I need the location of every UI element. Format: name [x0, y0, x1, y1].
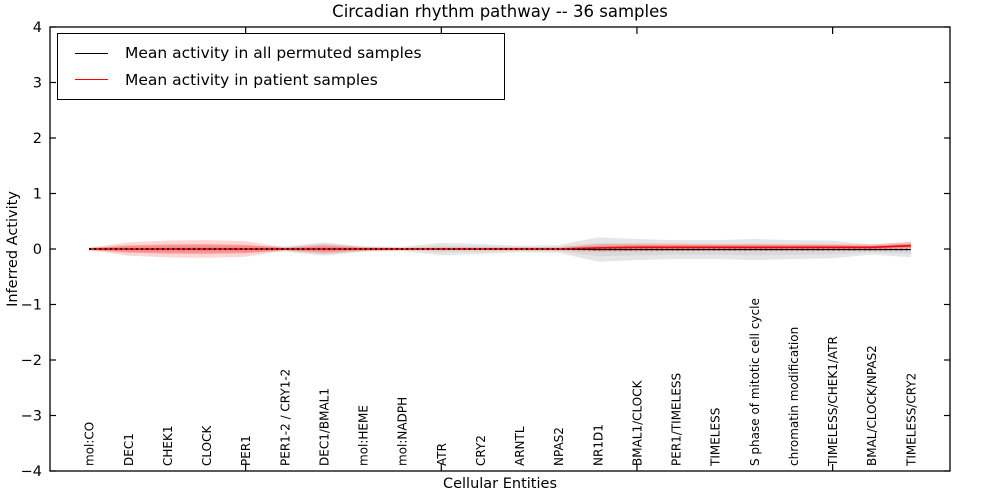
y-tick-label: 4: [33, 20, 42, 36]
x-category-label: TIMELESS/CHEK1/ATR: [826, 336, 840, 467]
x-category-label: CHEK1: [161, 426, 175, 467]
y-tick-label: −2: [21, 353, 42, 369]
y-tick-label: −4: [21, 464, 42, 480]
x-category-label: PER1-2 / CRY1-2: [278, 369, 292, 466]
y-tick-label: 2: [33, 131, 42, 147]
x-category-label: ATR: [435, 443, 449, 466]
y-tick-label: −1: [21, 298, 42, 314]
legend-label-permuted: Mean activity in all permuted samples: [125, 44, 422, 63]
x-category-label: S phase of mitotic cell cycle: [748, 298, 762, 466]
series-line-permuted-dotted: [89, 248, 911, 251]
x-category-label: TIMELESS/CRY2: [904, 373, 918, 467]
chart-title: Circadian rhythm pathway -- 36 samples: [332, 2, 668, 21]
x-category-label: DEC1: [122, 433, 136, 466]
x-category-label: chromatin modification: [787, 327, 801, 466]
x-category-label: mol:HEME: [357, 405, 371, 466]
y-axis-label: Inferred Activity: [5, 191, 21, 307]
x-category-label: DEC1/BMAL1: [317, 388, 331, 466]
legend-label-patient: Mean activity in patient samples: [125, 70, 378, 89]
legend-entry-permuted: Mean activity in all permuted samples: [75, 44, 504, 62]
x-category-label: NPAS2: [552, 427, 566, 466]
y-tick-label: 0: [33, 242, 42, 258]
x-category-label: CRY2: [474, 435, 488, 466]
x-category-label: mol:NADPH: [396, 397, 410, 466]
legend-line-sample-permuted-icon: [75, 52, 108, 54]
x-category-label: PER1/TIMELESS: [670, 373, 684, 466]
x-axis-label: Cellular Entities: [442, 476, 558, 492]
x-category-label: TIMELESS: [709, 408, 723, 467]
legend-line-sample-patient-icon: [75, 79, 108, 81]
y-tick-label: −3: [21, 409, 42, 425]
x-category-label: ARNTL: [513, 426, 527, 466]
y-tick-label: 1: [33, 187, 42, 203]
x-category-label: mol:CO: [83, 422, 97, 466]
x-category-label: BMAL1/CLOCK: [630, 379, 644, 466]
legend: Mean activity in all permuted samples Me…: [57, 33, 505, 100]
legend-entry-patient: Mean activity in patient samples: [75, 71, 504, 89]
x-category-label: NR1D1: [591, 424, 605, 466]
x-category-label: CLOCK: [200, 425, 214, 466]
x-category-label: BMAL/CLOCK/NPAS2: [865, 345, 879, 466]
x-category-label: PER1: [239, 435, 253, 466]
y-tick-label: 3: [33, 76, 42, 92]
